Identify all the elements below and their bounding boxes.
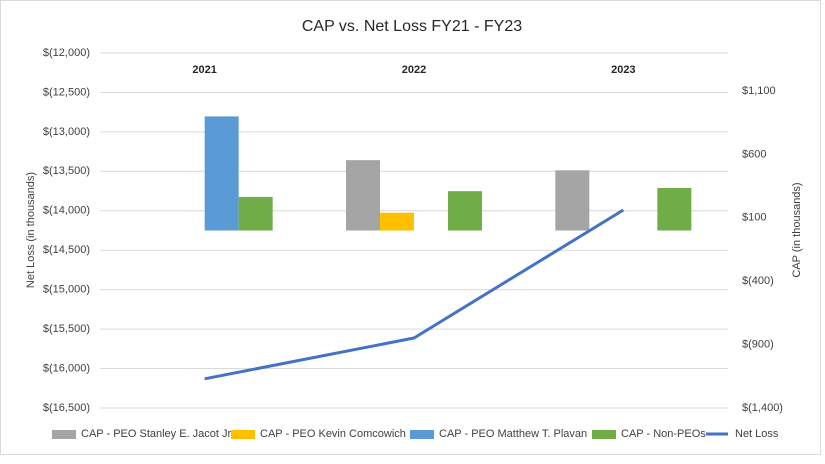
legend-label: CAP - PEO Matthew T. Plavan: [439, 428, 587, 440]
chart-title: CAP vs. Net Loss FY21 - FY23: [302, 18, 522, 35]
bar: [555, 170, 590, 231]
legend-label: CAP - PEO Stanley E. Jacot Jr.: [81, 428, 234, 440]
y-tick-label: $(14,000): [43, 205, 90, 217]
x-tick-label: 2022: [402, 64, 426, 76]
legend-label: CAP - Non-PEOs: [621, 428, 706, 440]
legend-swatch: [231, 430, 255, 439]
y2-tick-label: $600: [742, 148, 766, 160]
y-tick-label: $(15,000): [43, 284, 90, 296]
y-tick-label: $(14,500): [43, 244, 90, 256]
bar: [346, 160, 380, 231]
bar: [380, 212, 414, 231]
y2-tick-label: $(900): [742, 339, 774, 351]
y-tick-label: $(12,000): [43, 47, 90, 59]
legend-label: Net Loss: [735, 428, 779, 440]
y-tick-label: $(16,500): [43, 402, 90, 414]
y2-tick-label: $(1,400): [742, 402, 783, 414]
legend-label: CAP - PEO Kevin Comcowich: [260, 428, 406, 440]
legend-swatch: [52, 430, 76, 439]
y-tick-label: $(12,500): [43, 86, 90, 98]
line: [204, 208, 625, 381]
y-axis-title: Net Loss (in thousands): [25, 172, 37, 288]
y2-tick-label: $100: [742, 212, 766, 224]
y-tick-label: $(13,500): [43, 165, 90, 177]
y2-tick-label: $1,100: [742, 85, 776, 97]
x-tick-label: 2023: [611, 64, 635, 76]
y-tick-label: $(16,000): [43, 362, 90, 374]
legend-swatch: [592, 430, 616, 439]
x-tick-label: 2021: [192, 64, 216, 76]
bar: [204, 116, 239, 231]
y2-axis-title: CAP (in thousands): [791, 182, 803, 277]
y-tick-label: $(13,000): [43, 126, 90, 138]
y-tick-label: $(15,500): [43, 323, 90, 335]
bar: [238, 196, 273, 231]
bar: [657, 188, 692, 231]
legend-swatch: [410, 430, 434, 439]
bar: [448, 191, 482, 231]
y2-tick-label: $(400): [742, 275, 774, 287]
